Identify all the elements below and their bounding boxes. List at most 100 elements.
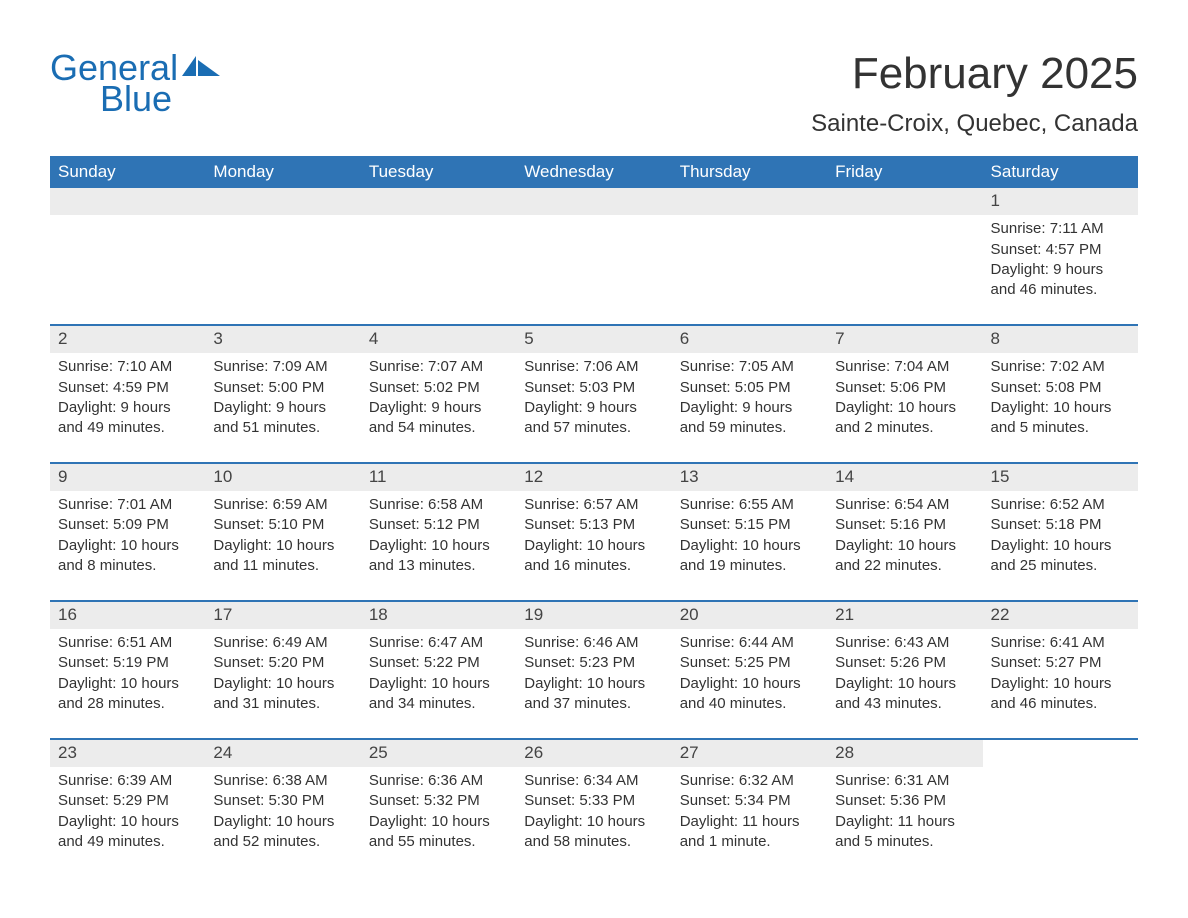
calendar-cell: 20Sunrise: 6:44 AMSunset: 5:25 PMDayligh… [672, 601, 827, 739]
sunrise-value: 7:10 AM [117, 358, 172, 375]
weekday-header: Tuesday [361, 156, 516, 188]
day-number: 21 [827, 602, 982, 629]
daylight-label: Daylight: [58, 675, 121, 692]
sunrise-value: 6:43 AM [894, 634, 949, 651]
sunset-value: 5:10 PM [268, 516, 324, 533]
sunrise-line: Sunrise: 6:58 AM [369, 495, 508, 515]
sunset-label: Sunset: [991, 654, 1046, 671]
calendar-cell: 2Sunrise: 7:10 AMSunset: 4:59 PMDaylight… [50, 325, 205, 463]
day-number: 26 [516, 740, 671, 767]
day-number: 6 [672, 326, 827, 353]
day-number [361, 188, 516, 215]
daylight-label: Daylight: [680, 813, 743, 830]
daylight-line: Daylight: 10 hours and 2 minutes. [835, 398, 974, 439]
day-number: 25 [361, 740, 516, 767]
calendar-cell: 11Sunrise: 6:58 AMSunset: 5:12 PMDayligh… [361, 463, 516, 601]
sunset-label: Sunset: [680, 379, 735, 396]
sunrise-label: Sunrise: [369, 634, 428, 651]
daylight-line: Daylight: 10 hours and 22 minutes. [835, 536, 974, 577]
sunset-value: 5:34 PM [735, 792, 791, 809]
day-number [516, 188, 671, 215]
sunset-value: 5:12 PM [424, 516, 480, 533]
day-number [205, 188, 360, 215]
daylight-label: Daylight: [369, 399, 432, 416]
sunrise-line: Sunrise: 6:59 AM [213, 495, 352, 515]
calendar-week-row: 23Sunrise: 6:39 AMSunset: 5:29 PMDayligh… [50, 739, 1138, 876]
day-number: 1 [983, 188, 1138, 215]
sunset-label: Sunset: [680, 654, 735, 671]
day-number [672, 188, 827, 215]
sunset-value: 5:02 PM [424, 379, 480, 396]
sunset-line: Sunset: 5:02 PM [369, 378, 508, 398]
calendar-table: SundayMondayTuesdayWednesdayThursdayFrid… [50, 156, 1138, 876]
sunrise-line: Sunrise: 7:07 AM [369, 357, 508, 377]
sunrise-line: Sunrise: 6:32 AM [680, 771, 819, 791]
sunrise-label: Sunrise: [369, 496, 428, 513]
sunset-line: Sunset: 5:33 PM [524, 791, 663, 811]
day-number: 4 [361, 326, 516, 353]
sunset-label: Sunset: [58, 379, 113, 396]
day-number: 17 [205, 602, 360, 629]
sunrise-value: 7:05 AM [739, 358, 794, 375]
sunrise-value: 6:41 AM [1050, 634, 1105, 651]
sunrise-value: 6:46 AM [583, 634, 638, 651]
sunset-label: Sunset: [213, 792, 268, 809]
sunrise-value: 6:55 AM [739, 496, 794, 513]
sunset-line: Sunset: 5:06 PM [835, 378, 974, 398]
sunset-value: 5:08 PM [1046, 379, 1102, 396]
day-number: 16 [50, 602, 205, 629]
sunset-value: 5:20 PM [268, 654, 324, 671]
brand-logo: General Blue [50, 50, 222, 117]
daylight-label: Daylight: [680, 675, 743, 692]
calendar-cell [827, 188, 982, 325]
sunrise-line: Sunrise: 6:39 AM [58, 771, 197, 791]
sunset-line: Sunset: 5:20 PM [213, 653, 352, 673]
sunrise-label: Sunrise: [680, 496, 739, 513]
calendar-cell: 15Sunrise: 6:52 AMSunset: 5:18 PMDayligh… [983, 463, 1138, 601]
calendar-cell: 1Sunrise: 7:11 AMSunset: 4:57 PMDaylight… [983, 188, 1138, 325]
day-number: 12 [516, 464, 671, 491]
weekday-header: Friday [827, 156, 982, 188]
calendar-cell: 23Sunrise: 6:39 AMSunset: 5:29 PMDayligh… [50, 739, 205, 876]
calendar-cell: 26Sunrise: 6:34 AMSunset: 5:33 PMDayligh… [516, 739, 671, 876]
sunset-value: 5:16 PM [890, 516, 946, 533]
sunrise-value: 7:11 AM [1050, 220, 1104, 237]
calendar-cell: 19Sunrise: 6:46 AMSunset: 5:23 PMDayligh… [516, 601, 671, 739]
calendar-cell [361, 188, 516, 325]
brand-text: General Blue [50, 50, 178, 117]
sunset-label: Sunset: [991, 516, 1046, 533]
sunset-value: 4:57 PM [1046, 241, 1102, 258]
sunset-value: 5:19 PM [113, 654, 169, 671]
daylight-line: Daylight: 10 hours and 25 minutes. [991, 536, 1130, 577]
weekday-header: Thursday [672, 156, 827, 188]
daylight-label: Daylight: [524, 813, 587, 830]
sunrise-line: Sunrise: 6:57 AM [524, 495, 663, 515]
weekday-header: Sunday [50, 156, 205, 188]
daylight-label: Daylight: [991, 675, 1054, 692]
daylight-label: Daylight: [524, 675, 587, 692]
sunrise-line: Sunrise: 6:34 AM [524, 771, 663, 791]
day-number [983, 740, 1138, 767]
sunset-value: 5:05 PM [735, 379, 791, 396]
sunrise-value: 6:38 AM [273, 772, 328, 789]
daylight-line: Daylight: 9 hours and 46 minutes. [991, 260, 1130, 301]
brand-flag-icon [182, 56, 222, 88]
daylight-label: Daylight: [680, 537, 743, 554]
daylight-line: Daylight: 10 hours and 8 minutes. [58, 536, 197, 577]
day-number: 5 [516, 326, 671, 353]
calendar-cell: 18Sunrise: 6:47 AMSunset: 5:22 PMDayligh… [361, 601, 516, 739]
calendar-cell [983, 739, 1138, 876]
sunset-line: Sunset: 5:34 PM [680, 791, 819, 811]
day-number: 3 [205, 326, 360, 353]
sunrise-label: Sunrise: [213, 496, 272, 513]
sunset-label: Sunset: [524, 379, 579, 396]
day-number: 18 [361, 602, 516, 629]
sunrise-value: 6:51 AM [117, 634, 172, 651]
sunrise-value: 6:36 AM [428, 772, 483, 789]
daylight-line: Daylight: 10 hours and 58 minutes. [524, 812, 663, 853]
sunrise-value: 7:04 AM [894, 358, 949, 375]
sunrise-line: Sunrise: 7:01 AM [58, 495, 197, 515]
calendar-cell: 5Sunrise: 7:06 AMSunset: 5:03 PMDaylight… [516, 325, 671, 463]
sunrise-label: Sunrise: [991, 496, 1050, 513]
sunset-line: Sunset: 5:15 PM [680, 515, 819, 535]
